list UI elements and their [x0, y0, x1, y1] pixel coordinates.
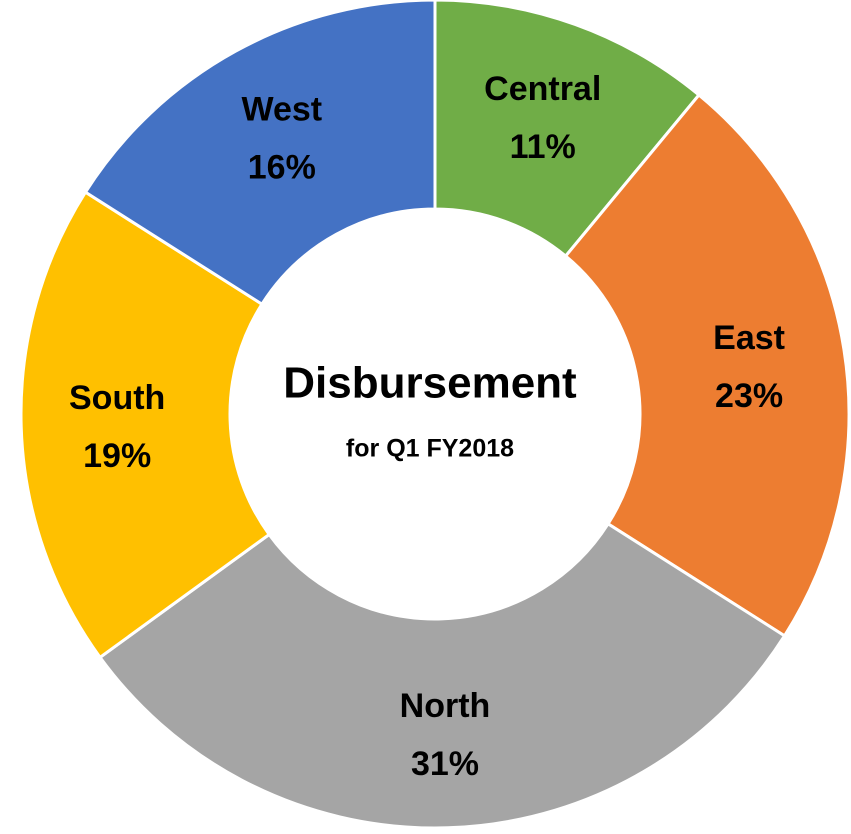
slice-value-label: 16%	[248, 148, 316, 186]
slice	[563, 92, 851, 638]
slice-label: North	[400, 687, 491, 725]
slice-value-label: 31%	[411, 745, 479, 783]
chart-title: Disbursement	[283, 359, 577, 408]
slice-label: Central	[484, 70, 601, 108]
slice-value-label: 11%	[510, 128, 576, 166]
slice	[83, 0, 437, 307]
slice-value-label: 19%	[83, 437, 151, 475]
slice-value-label: 23%	[715, 377, 783, 415]
chart-subtitle: for Q1 FY2018	[346, 435, 514, 463]
slice-label: East	[713, 319, 785, 357]
slice	[433, 0, 702, 259]
slice-label: South	[69, 379, 165, 417]
slice	[19, 190, 272, 660]
slice-label: West	[241, 90, 322, 128]
slice	[97, 521, 787, 830]
